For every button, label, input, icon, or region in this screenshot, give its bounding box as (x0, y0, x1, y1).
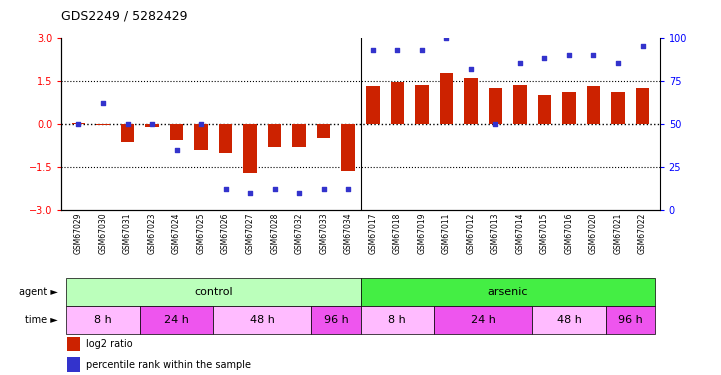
Point (441, 34, 452, 40)
Text: percentile rank within the sample: percentile rank within the sample (87, 360, 252, 370)
Point (293, 190, 305, 196)
Point (367, 46, 379, 53)
Point (416, 46, 428, 53)
Point (612, 60, 624, 66)
Bar (146, 124, 159, 127)
Point (465, 66, 477, 72)
Bar (170, 124, 183, 140)
Text: 48 h: 48 h (557, 315, 581, 325)
Point (220, 186, 231, 192)
Bar (434, 306, 532, 334)
Bar (213, 306, 311, 334)
Bar (440, 74, 453, 124)
Bar (366, 86, 379, 124)
Point (318, 186, 329, 192)
Bar (71, 123, 85, 124)
Bar (67, 337, 81, 351)
Text: control: control (194, 286, 233, 297)
Bar (611, 92, 625, 124)
Bar (219, 124, 232, 153)
Point (342, 186, 354, 192)
Bar (391, 82, 404, 124)
Text: agent ►: agent ► (19, 286, 58, 297)
Text: 24 h: 24 h (164, 315, 189, 325)
Bar (532, 306, 606, 334)
Bar (562, 92, 575, 124)
Bar (606, 306, 655, 334)
Text: 96 h: 96 h (324, 315, 348, 325)
Bar (342, 124, 355, 171)
Point (392, 46, 403, 53)
Bar (66, 278, 360, 306)
Text: GDS2249 / 5282429: GDS2249 / 5282429 (61, 9, 187, 22)
Text: 8 h: 8 h (389, 315, 406, 325)
Point (171, 147, 182, 153)
Point (73, 121, 84, 127)
Point (269, 186, 280, 192)
Bar (120, 124, 134, 142)
Bar (636, 88, 650, 124)
Text: log2 ratio: log2 ratio (87, 339, 133, 349)
Text: arsenic: arsenic (487, 286, 528, 297)
Text: 8 h: 8 h (94, 315, 112, 325)
Bar (311, 306, 360, 334)
Bar (96, 124, 110, 125)
Point (97, 100, 109, 106)
Text: time ►: time ► (25, 315, 58, 325)
Point (539, 55, 550, 61)
Bar (587, 86, 601, 124)
Bar (244, 124, 257, 172)
Bar (140, 306, 213, 334)
Bar (489, 88, 502, 124)
Bar (513, 85, 526, 124)
Bar (67, 357, 81, 372)
Bar (415, 85, 428, 124)
Point (514, 60, 526, 66)
Point (588, 52, 599, 58)
Point (122, 121, 133, 127)
Point (563, 52, 575, 58)
Point (637, 43, 648, 49)
Bar (360, 306, 434, 334)
Text: 48 h: 48 h (250, 315, 275, 325)
Bar (66, 306, 140, 334)
Bar (360, 278, 655, 306)
Text: 96 h: 96 h (618, 315, 642, 325)
Bar (268, 124, 281, 147)
Bar (538, 95, 551, 124)
Point (195, 121, 207, 127)
Point (146, 121, 158, 127)
Bar (195, 124, 208, 150)
Point (244, 190, 256, 196)
Bar (317, 124, 330, 138)
Bar (293, 124, 306, 147)
Bar (464, 78, 477, 124)
Text: 24 h: 24 h (471, 315, 495, 325)
Point (490, 121, 501, 127)
